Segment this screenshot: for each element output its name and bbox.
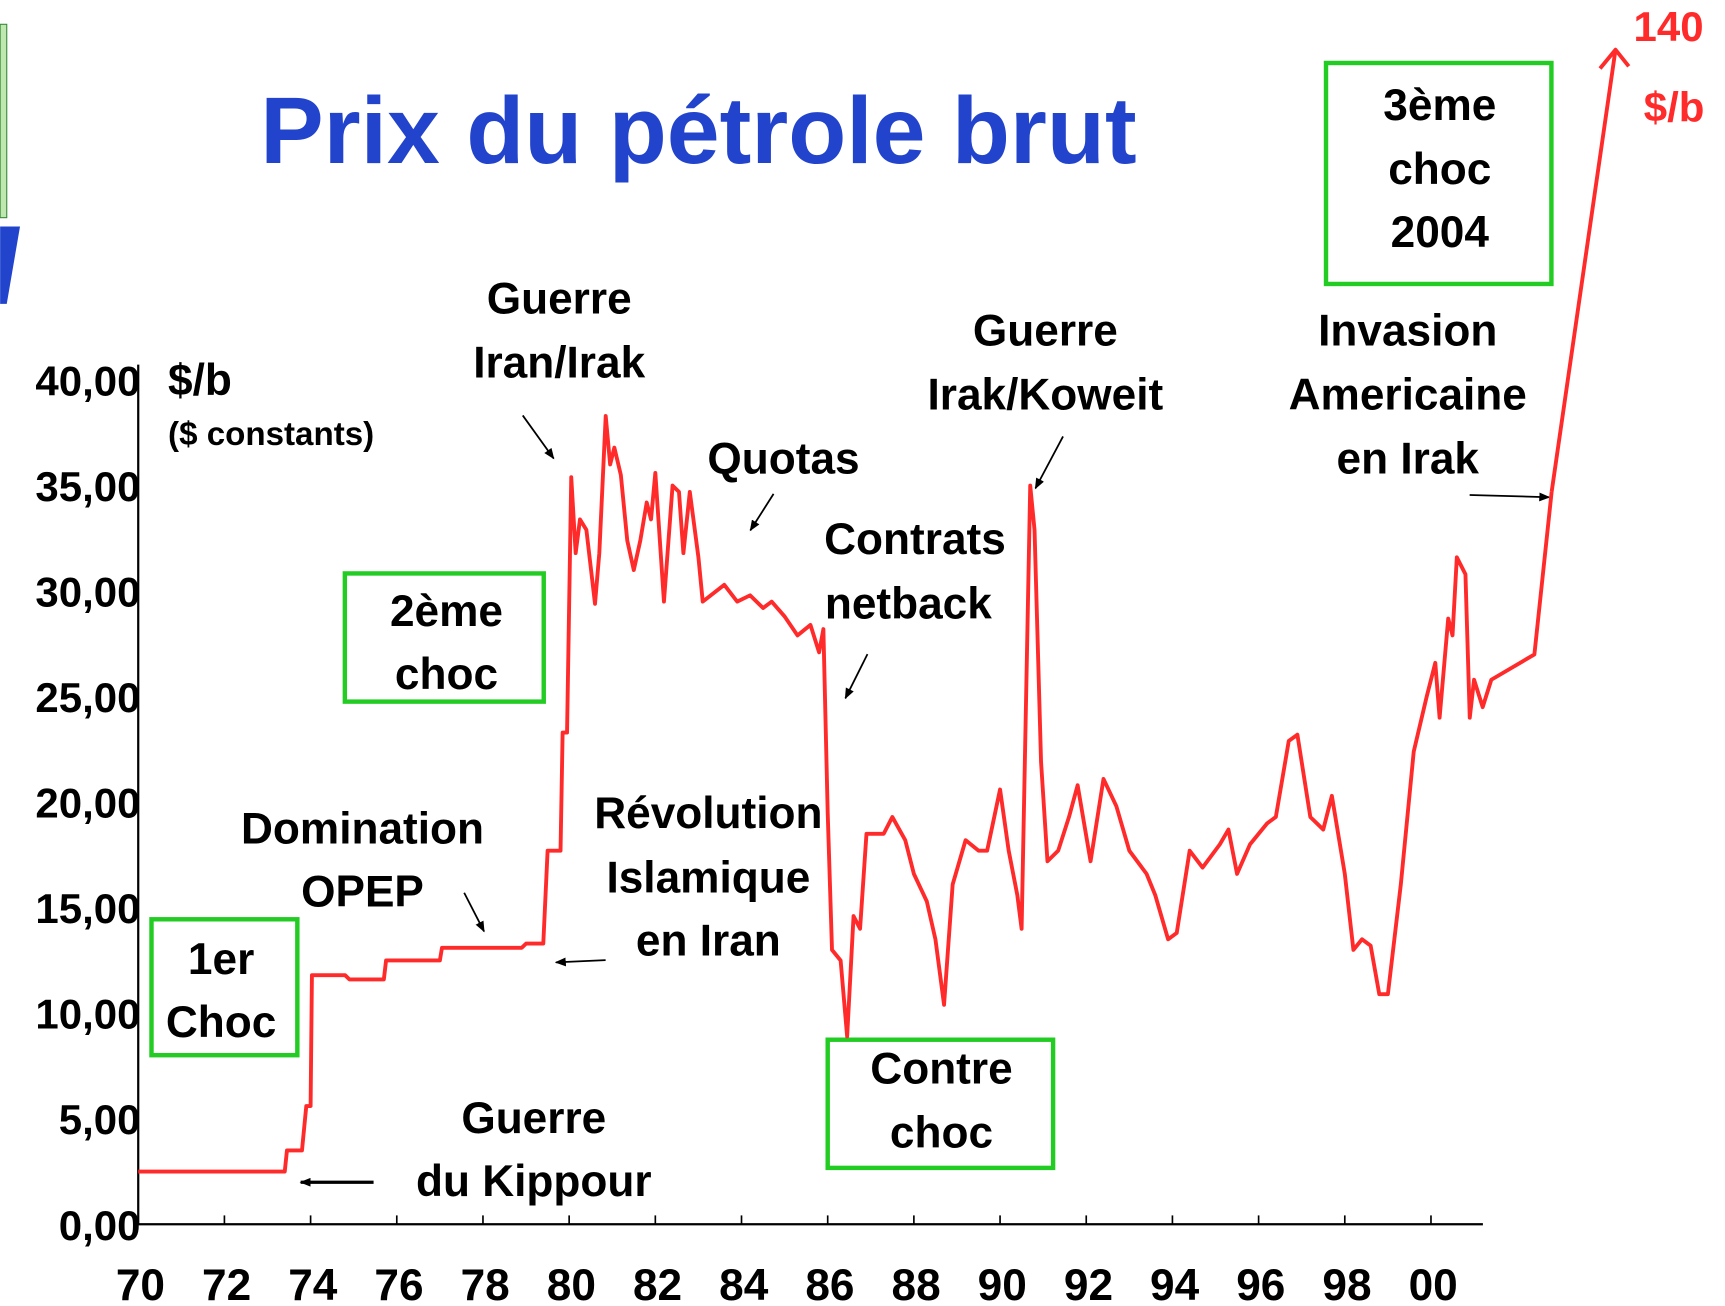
x-tick-label: 00 [1409,1261,1458,1306]
annotation-box [825,1037,1056,1171]
annotation: Révolution [594,789,822,838]
annotation: 1er [188,935,254,984]
annotation-box [1323,60,1554,287]
off-scale-arrow [1549,47,1631,493]
x-tick-label: 72 [202,1261,251,1306]
annotation: OPEP [301,868,424,917]
annotation: choc [890,1109,993,1158]
annotation: 2004 [1391,208,1490,257]
annotation: 2ème [390,587,503,636]
arrow [749,493,775,532]
x-tick-label: 76 [374,1261,423,1306]
annotations: Guerre Iran/Irak Quotas Contrats netback… [149,60,1554,1206]
x-tick-label: 88 [892,1261,941,1306]
annotation: Contrats [824,515,1006,564]
annotation-box [342,571,546,704]
annotation: Guerre [461,1094,606,1143]
annotation: choc [395,650,498,699]
logo-fragment [0,226,21,304]
annotation: Islamique [606,853,810,902]
annotation: Choc [166,998,276,1047]
x-tick-label: 90 [978,1261,1027,1306]
y-tick-label: 5,00 [59,1096,141,1143]
arrow [463,892,485,933]
y-axis-sublabel: ($ constants) [168,416,374,453]
annotation: choc [1388,145,1491,194]
arrow [554,957,606,967]
annotation: Guerre [973,306,1118,355]
x-tick-label: 82 [633,1261,682,1306]
logo-fragment [0,23,8,219]
y-tick-label: 0,00 [59,1202,141,1249]
y-tick-label: 35,00 [35,463,140,510]
annotation: Quotas [707,435,859,484]
annotation: du Kippour [416,1157,652,1206]
arrows [299,414,1551,1187]
annotation: Domination [241,805,484,854]
annotation: en Irak [1337,435,1480,484]
x-tick-label: 96 [1236,1261,1285,1306]
y-tick-label: 40,00 [35,358,140,405]
x-tick-label: 74 [288,1261,338,1306]
arrow [1469,492,1551,502]
annotation: Invasion [1318,306,1497,355]
annotation: netback [825,579,992,628]
x-tick-label: 94 [1150,1261,1200,1306]
annotation: 3ème [1383,81,1496,130]
end-value: 140 [1634,3,1704,50]
end-unit: $/b [1644,84,1705,131]
arrow [1034,436,1064,490]
annotation-box [149,917,300,1058]
x-tick-label: 98 [1322,1261,1371,1306]
y-tick-label: 10,00 [35,991,140,1038]
x-tick-label: 78 [461,1261,510,1306]
x-tick-label: 86 [805,1261,854,1306]
arrow [522,414,555,460]
y-tick-label: 30,00 [35,569,140,616]
x-tick-label: 80 [547,1261,596,1306]
y-tick-label: 20,00 [35,780,140,827]
annotation: Iran/Irak [473,338,645,387]
annotation: Americaine [1289,370,1527,419]
x-tick-label: 92 [1064,1261,1113,1306]
annotation: Contre [870,1044,1012,1093]
x-tick-label: 84 [719,1261,769,1306]
annotation: Irak/Koweit [927,370,1163,419]
annotation: en Iran [636,916,781,965]
price-line [138,414,1554,1174]
chart-title: Prix du pétrole brut [260,78,1136,184]
annotation: Guerre [487,274,632,323]
y-tick-label: 15,00 [35,885,140,932]
y-tick-label: 25,00 [35,674,140,721]
arrow [844,653,869,700]
y-axis-label: $/b [168,356,232,405]
x-tick-label: 70 [116,1261,165,1306]
